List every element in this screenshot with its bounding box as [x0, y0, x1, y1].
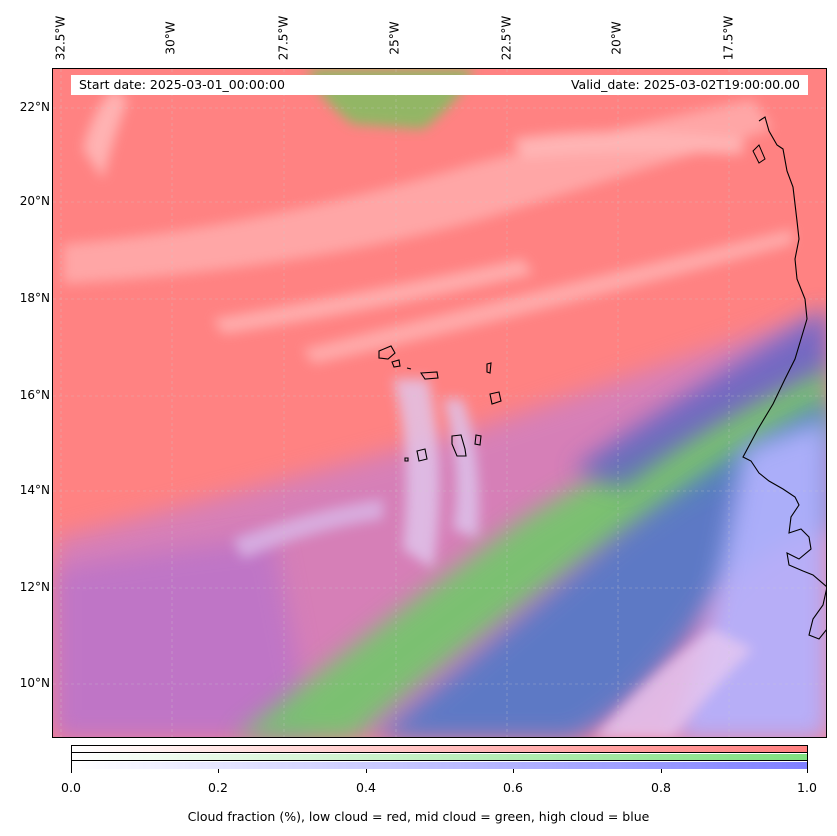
southwest-high-cloud	[53, 539, 313, 737]
map-gridlines	[53, 69, 826, 737]
high-cloud-north-band	[573, 310, 826, 489]
colorbar-tick-mark	[366, 769, 367, 773]
map-canvas	[53, 69, 826, 737]
lon-label-22-5w: 22.5°W	[499, 15, 513, 61]
valid-date-label: Valid_date: 2025-03-02T19:00:00.00	[570, 77, 800, 92]
high-cloud-band	[375, 400, 826, 737]
colorbar-mid-cloud-band	[72, 754, 807, 761]
island-sao-nicolau	[420, 371, 439, 380]
island-fogo	[416, 448, 428, 462]
island-sao-vicente	[391, 359, 401, 368]
lat-label-12n: 12°N	[19, 580, 50, 594]
colorbar-tick-0-0: 0.0	[61, 780, 81, 795]
colorbar-low-cloud-band	[72, 746, 807, 753]
mid-cloud-band	[235, 359, 826, 737]
lat-label-10n: 10°N	[19, 676, 50, 690]
lon-label-20w: 20°W	[610, 21, 625, 55]
colorbar-tick-mark	[661, 769, 662, 773]
colorbar-title: Cloud fraction (%), low cloud = red, mid…	[187, 809, 650, 824]
lon-label-25w: 25°W	[388, 21, 403, 55]
colorbar	[71, 745, 808, 769]
start-date-label: Start date: 2025-03-01_00:00:00	[79, 77, 285, 92]
lon-label-32-5w: 32.5°W	[53, 15, 67, 61]
colorbar-tick-mark	[807, 769, 808, 773]
colorbar-tick-mark	[513, 769, 514, 773]
lat-label-16n: 16°N	[19, 388, 50, 402]
lat-label-20n: 20°N	[19, 194, 50, 208]
island-maio	[474, 434, 482, 446]
lat-label-18n: 18°N	[19, 291, 50, 305]
lon-label-30w: 30°W	[164, 21, 179, 55]
lat-label-22n: 22°N	[19, 100, 50, 114]
date-banner: Start date: 2025-03-01_00:00:00 Valid_da…	[71, 75, 808, 95]
colorbar-tick-mark	[218, 769, 219, 773]
island-boa-vista	[489, 391, 502, 405]
african-coastline	[742, 116, 826, 640]
cape-verde-islands	[378, 345, 502, 462]
low-cloud-streaks	[63, 89, 793, 364]
island-santa-luzia	[406, 367, 412, 370]
island-santiago	[451, 434, 467, 457]
colorbar-tick-0-6: 0.6	[503, 780, 523, 795]
cloud-fraction-map	[52, 68, 827, 738]
colorbar-tick-0-4: 0.4	[356, 780, 376, 795]
lon-label-17-5w: 17.5°W	[721, 15, 735, 61]
coastal-inlet	[752, 144, 766, 164]
colorbar-high-cloud-band	[72, 762, 807, 769]
lon-label-27-5w: 27.5°W	[276, 15, 290, 61]
colorbar-tick-0-8: 0.8	[651, 780, 671, 795]
island-sal	[486, 362, 492, 374]
colorbar-tick-0-2: 0.2	[208, 780, 228, 795]
island-brava	[404, 457, 409, 462]
cirrus-streaks	[233, 379, 479, 569]
colorbar-tick-mark	[71, 769, 72, 773]
island-santo-antao	[378, 345, 396, 360]
colorbar-tick-1-0: 1.0	[797, 780, 817, 795]
southeast-light-strip	[594, 629, 753, 737]
lat-label-14n: 14°N	[19, 483, 50, 497]
